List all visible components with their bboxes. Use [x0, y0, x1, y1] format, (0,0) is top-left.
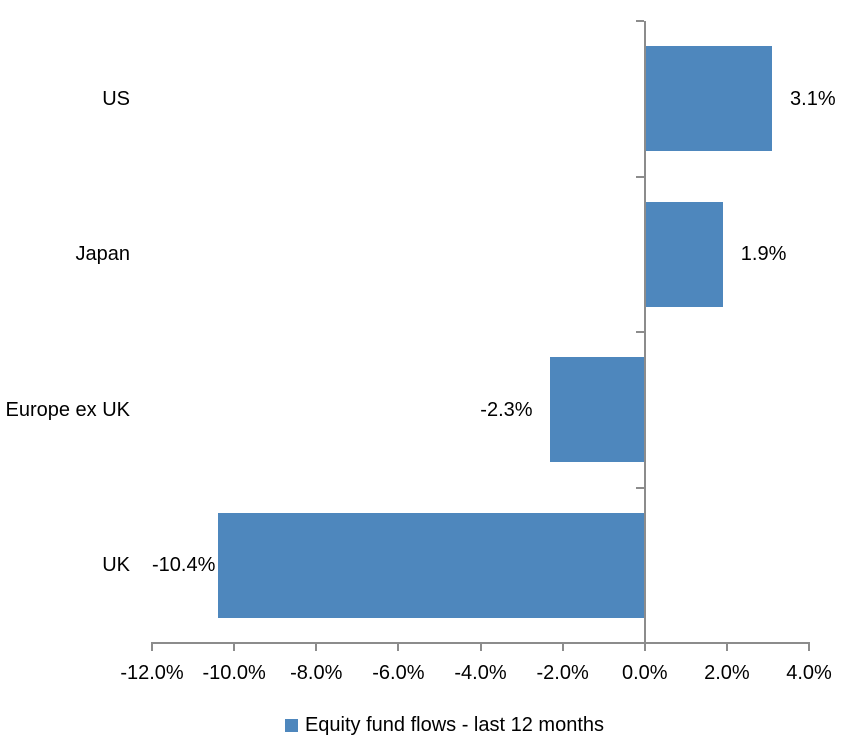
x-axis-tick — [725, 643, 728, 651]
x-axis-tick — [151, 643, 153, 651]
y-axis-line — [643, 21, 646, 651]
x-axis-tick-label: -10.0% — [202, 662, 266, 684]
category-label-europe-ex-uk: Europe ex UK — [5, 398, 130, 421]
x-axis-tick — [808, 643, 810, 651]
x-axis-tick-label: -6.0% — [372, 662, 425, 684]
category-label-japan: Japan — [75, 243, 131, 266]
category-label-uk: UK — [102, 554, 130, 577]
bar-japan — [645, 201, 723, 307]
y-axis-tick — [635, 20, 644, 22]
x-axis-tick — [233, 643, 236, 651]
x-axis-tick-label: -12.0% — [120, 662, 184, 684]
bar-uk — [217, 512, 644, 618]
x-axis-tick-label: 4.0% — [786, 662, 832, 684]
category-label-us: US — [102, 87, 130, 110]
data-label-europe-ex-uk: -2.3% — [480, 398, 533, 421]
bar-us — [645, 46, 773, 152]
y-axis-tick — [635, 642, 644, 644]
legend-series-label: Equity fund flows - last 12 months — [304, 714, 605, 736]
x-axis-tick-label: -4.0% — [454, 662, 507, 684]
data-label-uk: -10.4% — [152, 554, 216, 577]
data-label-japan: 1.9% — [740, 243, 787, 266]
x-axis-tick-label: -8.0% — [290, 662, 343, 684]
legend-swatch-icon — [284, 718, 298, 732]
y-axis-tick — [635, 486, 644, 489]
legend: Equity fund flows - last 12 months — [0, 712, 852, 738]
x-axis-tick — [397, 643, 400, 651]
x-axis-tick-label: -2.0% — [536, 662, 589, 684]
y-axis-tick — [635, 331, 644, 333]
bar-europe-ex-uk — [550, 357, 644, 463]
y-axis-tick — [635, 175, 644, 178]
x-axis-tick-label: 0.0% — [621, 662, 668, 684]
x-axis-tick-label: 2.0% — [704, 662, 750, 684]
x-axis-tick — [479, 643, 482, 651]
data-label-us: 3.1% — [790, 87, 836, 110]
x-axis-tick — [315, 643, 318, 651]
x-axis-tick — [561, 643, 564, 651]
